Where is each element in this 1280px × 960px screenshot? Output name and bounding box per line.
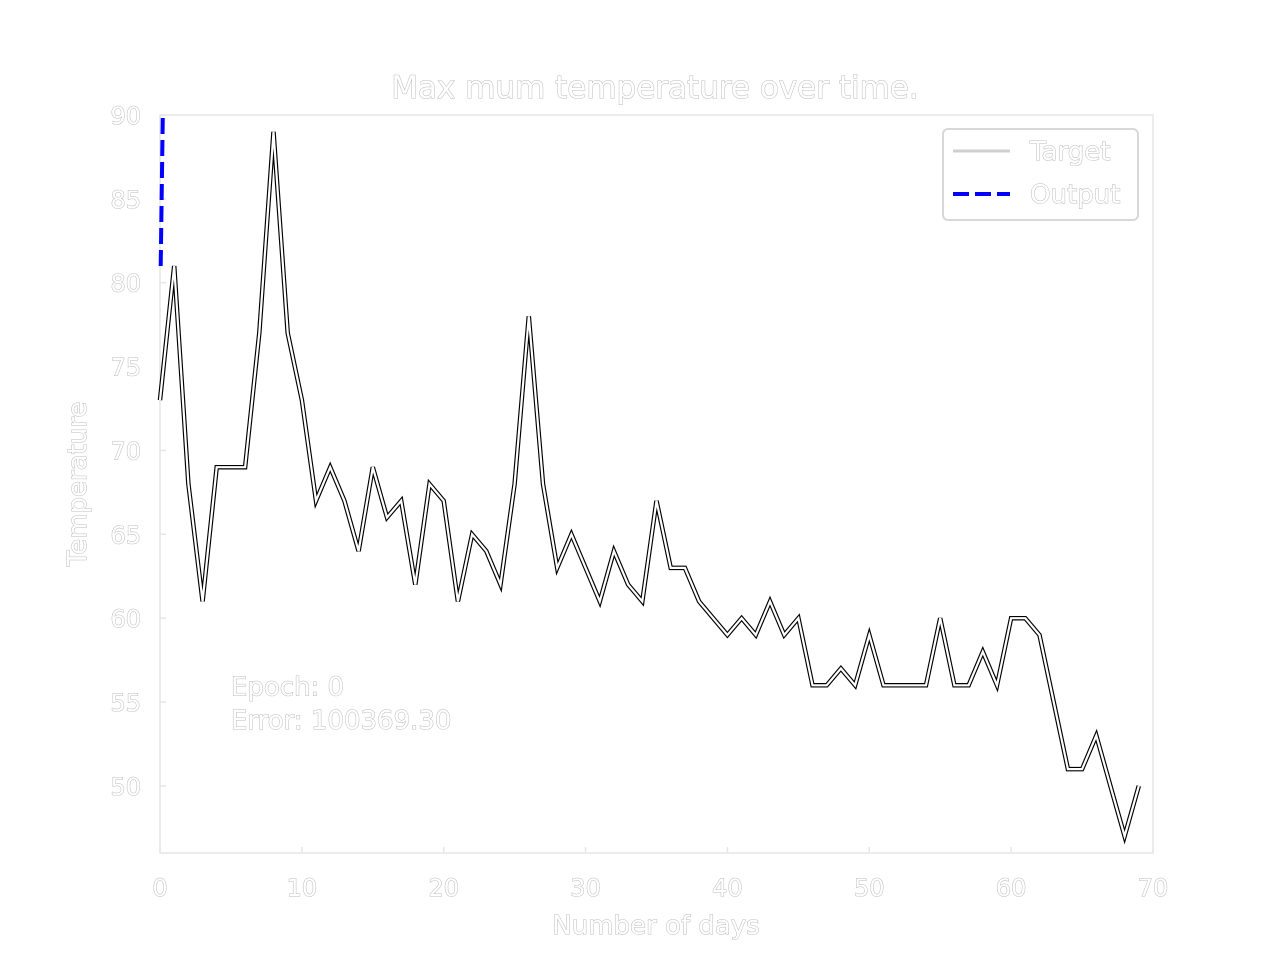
legend-label-output: Output	[1030, 180, 1120, 210]
x-tick-label: 20	[428, 874, 459, 902]
y-tick-label: 50	[110, 773, 141, 801]
x-tick-label: 40	[712, 874, 743, 902]
y-axis-label: Temperature	[63, 402, 93, 568]
series-output-line	[158, 114, 165, 267]
y-tick-label: 55	[110, 689, 141, 717]
y-tick-label: 80	[110, 270, 141, 298]
axis-ticks: 0 10 20 30 40 50 60 70 50 55 60 65 70 75 80 85 90	[110, 102, 1169, 903]
x-axis-label: Number of days	[552, 911, 759, 941]
y-tick-label: 60	[110, 605, 141, 633]
annotation-text: Error: 100369.30	[231, 706, 452, 736]
y-tick-label: 75	[110, 354, 141, 382]
annotations: Epoch: 0 Error: 100369.30	[230, 672, 452, 737]
x-tick-label: 60	[996, 874, 1027, 902]
plot-area	[159, 114, 1154, 854]
x-tick-label: 30	[570, 874, 601, 902]
y-tick-label: 85	[110, 186, 141, 214]
y-tick-label: 90	[110, 102, 141, 130]
y-tick-label: 65	[110, 521, 141, 549]
annotation-text: Epoch: 0	[231, 672, 344, 702]
x-tick-label: 0	[152, 874, 167, 902]
legend-label-target: Target	[1029, 137, 1110, 167]
chart-title: Max mum temperature over time.	[391, 70, 918, 106]
series-target-line	[158, 131, 1140, 841]
x-tick-label: 10	[287, 874, 318, 902]
legend: Target Output	[942, 128, 1139, 221]
x-tick-label: 50	[854, 874, 885, 902]
y-tick-label: 70	[110, 437, 141, 465]
series-lines	[157, 114, 1141, 845]
x-tick-label: 70	[1138, 874, 1169, 902]
